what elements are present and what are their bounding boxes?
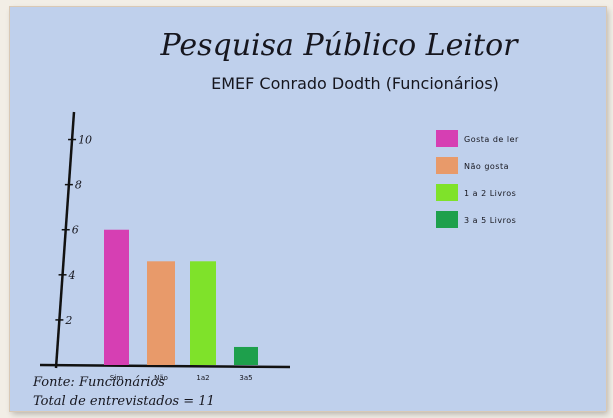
legend-swatch — [436, 130, 458, 147]
x-tick-label: Sim — [110, 374, 123, 382]
x-tick-label: 1a2 — [196, 374, 209, 382]
bar — [234, 346, 258, 365]
bar — [104, 229, 129, 365]
x-tick-label: Não — [154, 374, 168, 382]
bar — [190, 261, 216, 365]
x-tick-label: 3a5 — [239, 374, 252, 382]
poster-subtitle: EMEF Conrado Dodth (Funcionários) — [211, 74, 499, 93]
y-tick-label: 10 — [78, 134, 92, 147]
legend-label: Gosta de ler — [464, 135, 519, 144]
legend-label: 1 a 2 Livros — [464, 189, 516, 198]
source-note: Fonte: Funcionários — [32, 375, 165, 390]
legend-swatch — [436, 157, 458, 174]
legend-label: 3 a 5 Livros — [464, 216, 516, 225]
legend-swatch — [436, 211, 458, 228]
y-tick-label: 4 — [68, 269, 76, 282]
y-axis-line — [54, 111, 76, 369]
legend-swatch — [436, 184, 458, 201]
total-note: Total de entrevistados = 11 — [33, 394, 215, 409]
y-tick-label: 2 — [64, 314, 72, 327]
x-axis-line — [39, 363, 291, 369]
bar — [147, 261, 175, 365]
y-tick-label: 8 — [75, 179, 82, 192]
legend-label: Não gosta — [464, 162, 509, 171]
poster-title: Pesquisa Público Leitor — [160, 28, 520, 63]
y-tick-label: 6 — [72, 224, 79, 237]
